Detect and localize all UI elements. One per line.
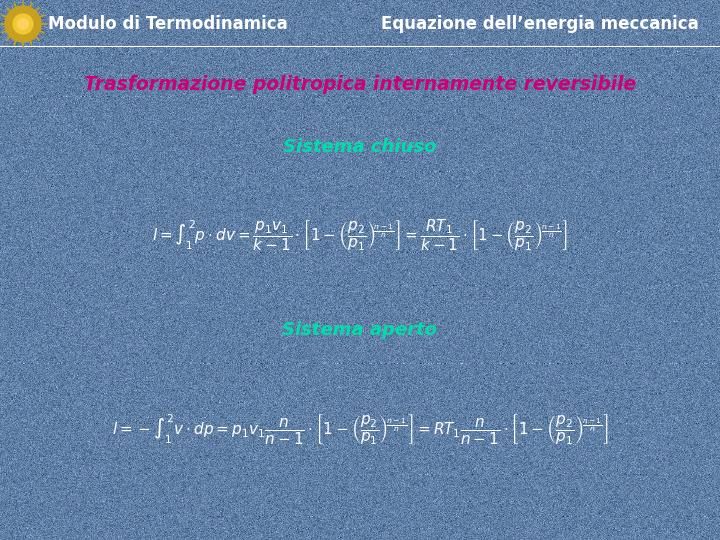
Text: Sistema aperto: Sistema aperto xyxy=(282,321,438,339)
Text: $l = \int_{1}^{2} p \cdot dv = \dfrac{p_1 v_1}{k-1} \cdot \left[ 1 - \left( \dfr: $l = \int_{1}^{2} p \cdot dv = \dfrac{p_… xyxy=(152,217,568,253)
Text: Modulo di Termodinamica: Modulo di Termodinamica xyxy=(48,15,288,33)
Circle shape xyxy=(13,14,33,34)
Text: Sistema chiuso: Sistema chiuso xyxy=(283,138,437,156)
Text: $l = -\int_{1}^{2} v \cdot dp = p_1 v_1 \dfrac{n}{n-1} \cdot \left[ 1 - \left( \: $l = -\int_{1}^{2} v \cdot dp = p_1 v_1 … xyxy=(112,413,608,447)
Circle shape xyxy=(5,6,41,42)
Text: Equazione dell’energia meccanica: Equazione dell’energia meccanica xyxy=(381,15,699,33)
Circle shape xyxy=(17,18,28,29)
Text: Trasformazione politropica internamente reversibile: Trasformazione politropica internamente … xyxy=(84,76,636,94)
